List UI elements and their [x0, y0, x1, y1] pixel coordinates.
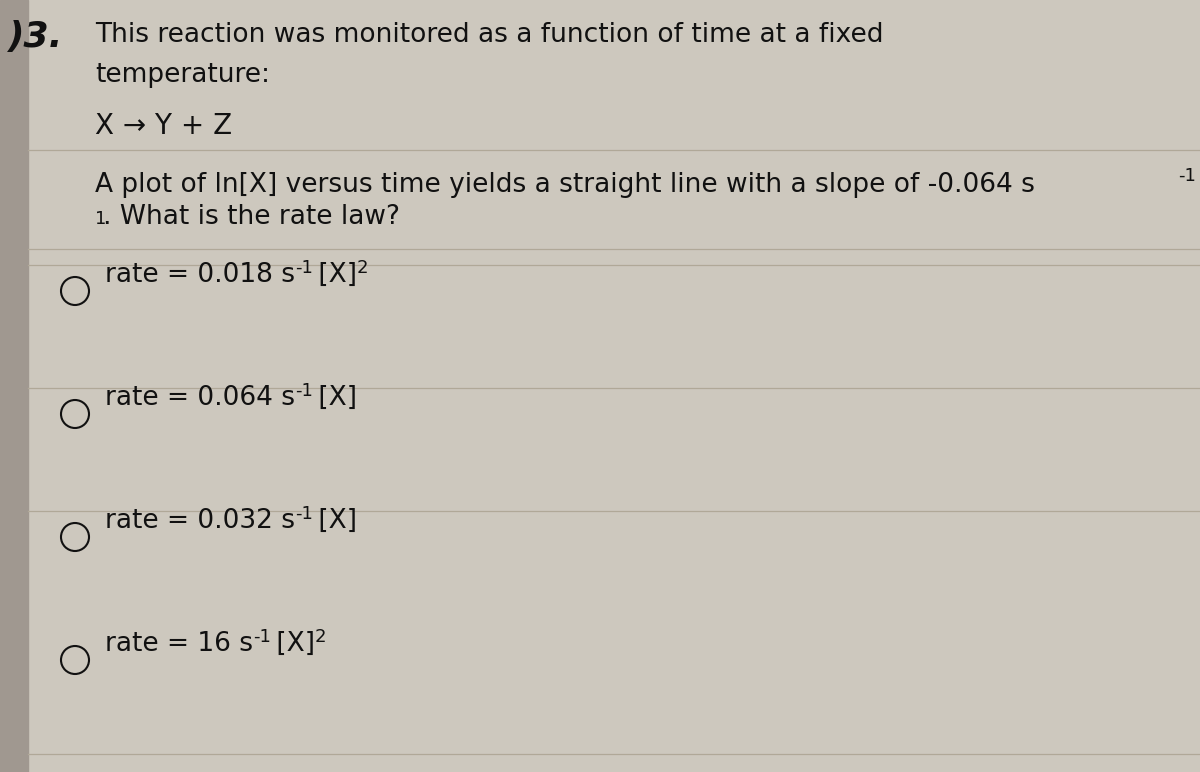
Text: [X]: [X] — [268, 631, 314, 657]
Bar — [0, 0, 28, 772]
Text: X → Y + Z: X → Y + Z — [95, 112, 232, 140]
Text: -1: -1 — [295, 259, 313, 277]
Text: 1: 1 — [95, 210, 107, 228]
Text: 2: 2 — [314, 628, 326, 646]
Text: )3.: )3. — [8, 20, 64, 54]
Text: -1: -1 — [253, 628, 271, 646]
Text: -1: -1 — [1178, 167, 1196, 185]
Text: A plot of ln[X] versus time yields a straight line with a slope of -0.064 s: A plot of ln[X] versus time yields a str… — [95, 172, 1034, 198]
Text: 2: 2 — [358, 259, 368, 277]
Text: [X]: [X] — [310, 385, 358, 411]
Text: rate = 16 s: rate = 16 s — [106, 631, 253, 657]
Text: -1: -1 — [295, 505, 313, 523]
Text: rate = 0.032 s: rate = 0.032 s — [106, 508, 295, 534]
Text: rate = 0.018 s: rate = 0.018 s — [106, 262, 295, 288]
Text: temperature:: temperature: — [95, 62, 270, 88]
Text: -1: -1 — [295, 382, 313, 400]
Text: [X]: [X] — [310, 508, 358, 534]
Text: [X]: [X] — [310, 262, 358, 288]
Text: rate = 0.064 s: rate = 0.064 s — [106, 385, 295, 411]
Text: This reaction was monitored as a function of time at a fixed: This reaction was monitored as a functio… — [95, 22, 883, 48]
Text: . What is the rate law?: . What is the rate law? — [103, 204, 400, 230]
